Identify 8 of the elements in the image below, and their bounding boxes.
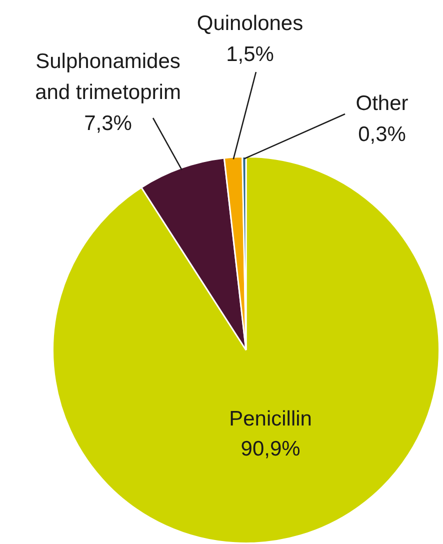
- data-label: 0,3%: [358, 123, 406, 146]
- data-label: 7,3%: [84, 112, 132, 135]
- slice-label: Penicillin: [229, 407, 312, 430]
- data-label: 90,9%: [240, 437, 300, 460]
- data-label: 1,5%: [226, 43, 274, 66]
- slice-label: Sulphonamides and trimetoprim: [35, 50, 181, 104]
- slice-label: Quinolones: [196, 12, 304, 35]
- slice-label: Other: [356, 92, 408, 115]
